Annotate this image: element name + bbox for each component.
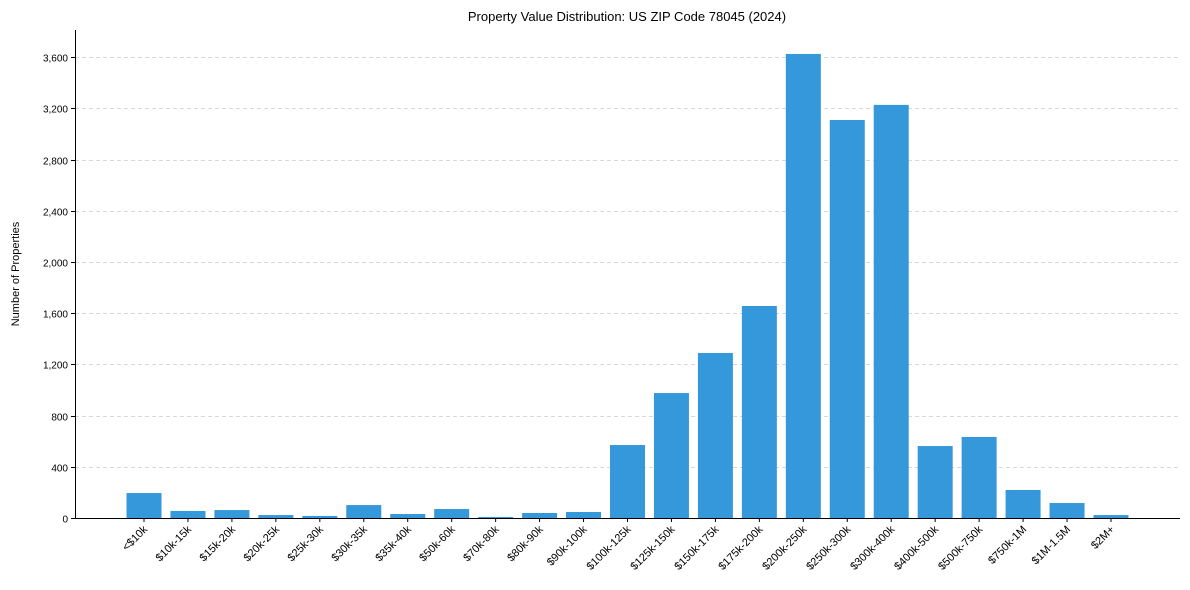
- y-tick-label: 2,800: [43, 157, 68, 168]
- bar: [961, 436, 997, 518]
- x-tick-label: $175k-200k: [716, 523, 765, 572]
- y-tick-label: 1,600: [43, 310, 68, 321]
- bar: [1005, 489, 1041, 518]
- x-tick-label: $400k-500k: [892, 523, 941, 572]
- bar: [917, 446, 953, 518]
- y-tick-label: 2,400: [43, 208, 68, 219]
- x-tick-label: <$10k: [120, 523, 150, 553]
- y-tick-label: 800: [51, 413, 68, 424]
- y-tick-label: 3,200: [43, 105, 68, 116]
- y-tick-label: 400: [51, 464, 68, 475]
- x-tick-label: $30k-35k: [329, 523, 370, 564]
- x-tick-label: $300k-400k: [848, 523, 897, 572]
- x-tick-label: $125k-150k: [628, 523, 677, 572]
- y-tick-label: 1,200: [43, 361, 68, 372]
- bar: [390, 514, 426, 518]
- bar: [610, 445, 645, 518]
- x-tick-label: $10k-15k: [154, 523, 195, 564]
- y-tick-label: 3,600: [43, 54, 68, 65]
- x-tick-label: $2M+: [1089, 524, 1117, 552]
- bar: [653, 393, 689, 518]
- bar: [302, 515, 338, 518]
- x-tick-label: $70k-80k: [461, 523, 502, 564]
- bar: [170, 510, 206, 518]
- bar: [741, 306, 777, 518]
- bar: [434, 509, 470, 518]
- y-tick-label: 0: [62, 515, 68, 526]
- bar: [829, 119, 865, 519]
- bar: [1093, 515, 1129, 518]
- x-tick-label: $25k-30k: [285, 523, 326, 564]
- x-tick-label: $20k-25k: [241, 523, 282, 564]
- x-tick-label: $15k-20k: [198, 523, 239, 564]
- y-tick-label: 2,000: [43, 259, 68, 270]
- bar: [258, 515, 294, 518]
- bar: [346, 505, 382, 518]
- bar: [785, 53, 821, 518]
- bar: [697, 352, 733, 518]
- bar: [1049, 503, 1085, 518]
- x-tick-label: $150k-175k: [672, 523, 721, 572]
- bar: [522, 513, 558, 518]
- x-tick-label: $200k-250k: [760, 523, 809, 572]
- x-tick-label: $35k-40k: [373, 523, 414, 564]
- x-tick-label: $80k-90k: [505, 523, 546, 564]
- x-tick-label: $100k-125k: [584, 523, 633, 572]
- bar: [873, 104, 909, 518]
- bar: [478, 516, 514, 518]
- x-tick-label: $750k-1M: [986, 524, 1029, 567]
- chart-title: Property Value Distribution: US ZIP Code…: [468, 9, 786, 24]
- x-tick-label: $50k-60k: [417, 523, 458, 564]
- x-tick-label: $250k-300k: [804, 523, 853, 572]
- y-axis-label: Number of Properties: [10, 221, 22, 326]
- x-tick-label: $500k-750k: [936, 523, 985, 572]
- x-tick-label: $90k-100k: [545, 523, 590, 568]
- bar: [214, 510, 250, 518]
- bar: [126, 493, 162, 518]
- x-tick-label: $1M-1.5M: [1030, 524, 1074, 568]
- bar: [566, 511, 602, 518]
